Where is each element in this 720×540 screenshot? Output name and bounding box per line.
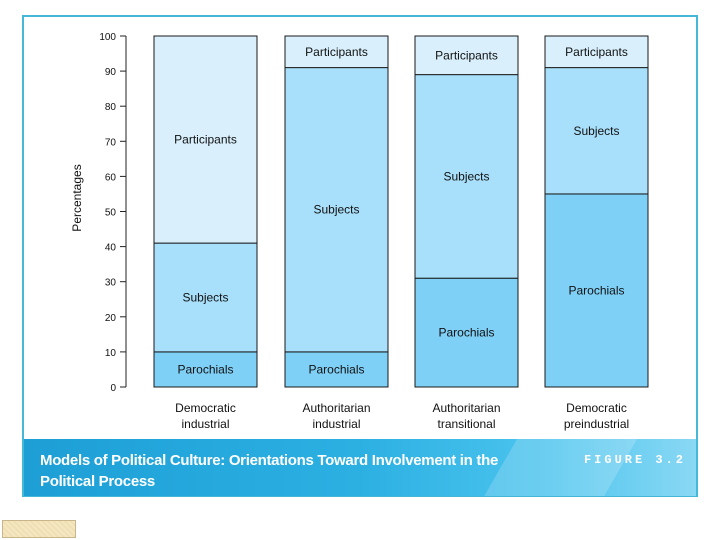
bar-segment-parochials: [153, 351, 258, 388]
segment-label: Parochials: [177, 362, 233, 376]
category-label: Authoritarian: [432, 401, 500, 415]
segment-label: Participants: [565, 45, 628, 59]
bar-segment-subjects: [544, 67, 649, 195]
y-tick-label: 60: [105, 172, 117, 183]
bar-segment-participants: [284, 35, 389, 69]
y-tick-label: 30: [105, 278, 117, 289]
y-tick-label: 70: [105, 137, 117, 148]
bar-segment-participants: [544, 35, 649, 69]
slide-nav-button[interactable]: [2, 520, 76, 538]
bar-segment-subjects: [414, 74, 519, 279]
segment-label: Participants: [305, 45, 368, 59]
figure-number: FIGURE 3.2: [583, 453, 686, 467]
segment-label: Subjects: [313, 203, 359, 217]
bar-stack: Parochials Subjects Participants: [544, 35, 649, 388]
bar-stack: Parochials Subjects Participants: [414, 35, 519, 388]
y-tick-label: 100: [99, 32, 116, 43]
y-tick-label: 0: [110, 383, 116, 394]
caption-line-2: Political Process: [40, 473, 155, 490]
y-tick-label: 80: [105, 102, 117, 113]
bar-segment-parochials: [284, 351, 389, 388]
segment-label: Participants: [174, 133, 237, 147]
segment-label: Subjects: [182, 290, 228, 304]
bar-stack: Parochials Subjects Participants: [284, 35, 389, 388]
y-tick-label: 90: [105, 67, 117, 78]
segment-label: Subjects: [443, 169, 489, 183]
category-label: industrial: [181, 417, 229, 431]
category-label: Democratic: [566, 401, 627, 415]
caption-line-1: Models of Political Culture: Orientation…: [40, 452, 499, 469]
bar-segment-participants: [414, 35, 519, 76]
figure-caption: Models of Political Culture: Orientation…: [40, 450, 510, 492]
segment-label: Parochials: [568, 283, 624, 297]
y-axis: 0 10 20 30 40 50 60 70 80 90 100: [99, 32, 127, 394]
y-tick-label: 10: [105, 348, 117, 359]
category-label: Democratic: [175, 401, 236, 415]
bar-stack: Parochials Subjects Participants: [153, 35, 258, 388]
bar-segment-participants: [153, 35, 258, 244]
bar-segment-subjects: [284, 67, 389, 353]
segment-label: Parochials: [308, 362, 364, 376]
caption-band: Models of Political Culture: Orientation…: [24, 439, 696, 496]
bar-segment-parochials: [414, 277, 519, 388]
bar-segment-subjects: [153, 242, 258, 353]
category-label: preindustrial: [564, 417, 629, 431]
segment-label: Participants: [435, 48, 498, 62]
y-axis-label: Percentages: [70, 164, 84, 231]
y-tick-label: 40: [105, 243, 117, 254]
y-tick-label: 20: [105, 313, 117, 324]
bars: ParochialsSubjectsParticipantsParochials…: [153, 35, 649, 388]
segment-label: Subjects: [573, 124, 619, 138]
bar-segment-parochials: [544, 193, 649, 388]
category-label: industrial: [312, 417, 360, 431]
category-label: Authoritarian: [302, 401, 370, 415]
x-axis-labels: Democratic industrial Authoritarian industr…: [175, 401, 629, 431]
segment-label: Parochials: [438, 326, 494, 340]
category-label: transitional: [437, 417, 495, 431]
y-tick-label: 50: [105, 208, 117, 219]
